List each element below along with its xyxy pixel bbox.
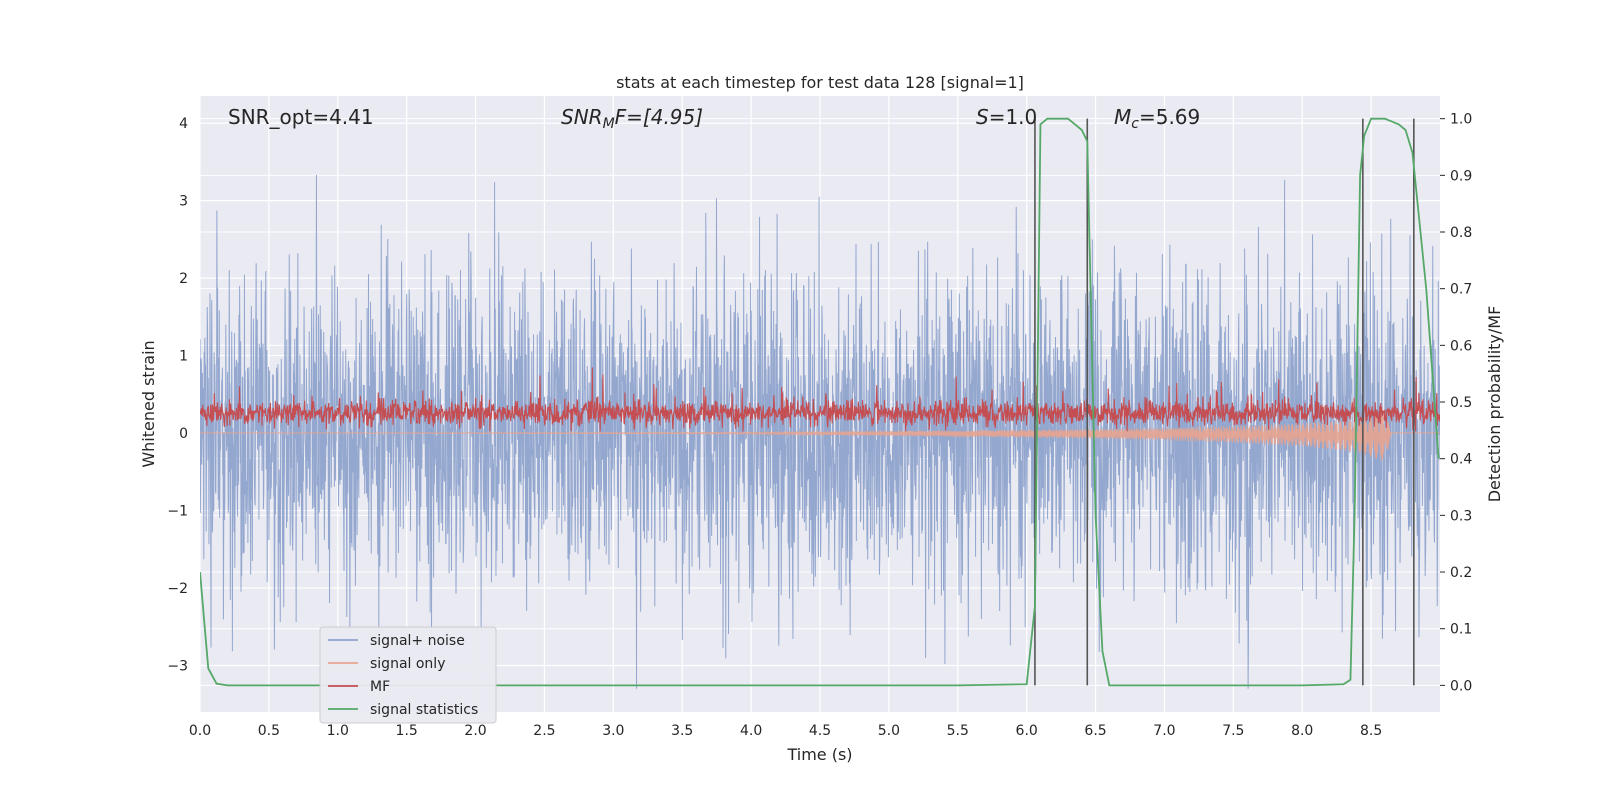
y-right-tick-label-4: 0.4: [1450, 452, 1472, 468]
y-right-tick-label-5: 0.5: [1450, 395, 1472, 411]
annotation-snr-mf: SNRMF=[4.95]: [561, 105, 703, 132]
y-right-tick-label-10: 1.0: [1450, 112, 1472, 128]
legend-box: [319, 626, 497, 724]
x-tick-label-17: 8.5: [1360, 723, 1382, 739]
y-tick-label-7: 4: [179, 116, 188, 132]
y-right-tick-label-9: 0.9: [1450, 168, 1472, 184]
x-tick-label-3: 1.5: [396, 723, 418, 739]
x-tick-label-5: 2.5: [533, 723, 555, 739]
annotation-mc: Mc=5.69: [1114, 105, 1200, 132]
y-right-tick-label-8: 0.8: [1450, 225, 1472, 241]
x-tick-label-16: 8.0: [1291, 723, 1313, 739]
y-right-tick-label-2: 0.2: [1450, 565, 1472, 581]
y-tick-label-1: −2: [167, 581, 188, 597]
x-tick-label-10: 5.0: [878, 723, 900, 739]
x-axis-label: Time (s): [786, 745, 852, 764]
y-tick-label-5: 2: [179, 271, 188, 287]
chart-title: stats at each timestep for test data 128…: [616, 73, 1024, 92]
y-right-tick-label-0: 0.0: [1450, 678, 1472, 694]
x-tick-label-1: 0.5: [258, 723, 280, 739]
y-tick-label-6: 3: [179, 194, 188, 210]
x-tick-label-6: 3.0: [602, 723, 624, 739]
y-tick-label-0: −3: [167, 659, 188, 675]
series-signal-noise: [200, 175, 1440, 689]
x-tick-label-13: 6.5: [1084, 723, 1106, 739]
legend: signal+ noise signal only MF signal stat…: [319, 626, 497, 724]
x-tick-label-2: 1.0: [327, 723, 349, 739]
series-mf: [200, 367, 1440, 432]
x-tick-label-4: 2.0: [464, 723, 486, 739]
y-axis-label: Whitened strain: [139, 340, 158, 467]
x-tick-label-11: 5.5: [947, 723, 969, 739]
y-right-tick-label-6: 0.6: [1450, 338, 1472, 354]
annotation-snr-opt: SNR_opt=4.41: [228, 105, 374, 129]
series-layer: [200, 117, 1440, 689]
x-tick-label-8: 4.0: [740, 723, 762, 739]
legend-label-mf: MF: [370, 679, 390, 695]
x-tick-label-15: 7.5: [1222, 723, 1244, 739]
legend-label-signal-noise: signal+ noise: [370, 633, 465, 649]
legend-label-signal-only: signal only: [370, 656, 445, 672]
x-tick-label-14: 7.0: [1153, 723, 1175, 739]
y-right-tick-label-7: 0.7: [1450, 282, 1472, 298]
y-tick-label-3: 0: [179, 426, 188, 442]
y-tick-label-4: 1: [179, 349, 188, 365]
x-tick-label-12: 6.0: [1016, 723, 1038, 739]
y-right-tick-label-3: 0.3: [1450, 508, 1472, 524]
x-tick-label-0: 0.0: [189, 723, 211, 739]
series-signal-only: [200, 412, 1440, 461]
x-tick-label-9: 4.5: [809, 723, 831, 739]
annotation-s: S=1.0: [976, 105, 1037, 129]
y-right-tick-label-1: 0.1: [1450, 622, 1472, 638]
ticks: 0.0 0.5 1.0 1.5 2.0 2.5 3.0 3.5 4.0 4.5 5.0 5.5 6.0 6…: [167, 112, 1472, 739]
y-tick-label-2: −1: [167, 504, 188, 520]
x-tick-label-7: 3.5: [671, 723, 693, 739]
y-axis-label-right: Detection probability/MF: [1485, 306, 1504, 503]
legend-label-signal-statistics: signal statistics: [370, 702, 478, 718]
